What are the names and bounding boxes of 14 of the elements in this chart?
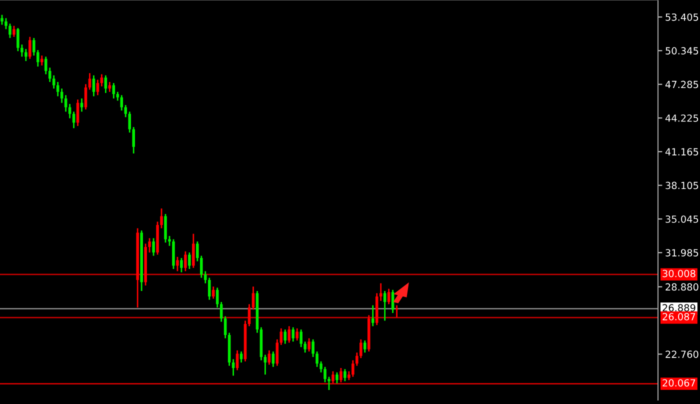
y-tick-label: 53.405 — [666, 13, 698, 21]
ref-line-label: 26.889 — [662, 304, 696, 312]
y-tick-label: 31.985 — [666, 249, 698, 256]
y-tick-label: 35.045 — [666, 215, 698, 223]
ref-line-label: 30.008 — [662, 270, 696, 278]
y-tick-label: 28.880 — [666, 283, 698, 291]
y-tick-label: 41.165 — [665, 148, 698, 156]
y-tick-label: 44.225 — [665, 114, 698, 122]
ref-line-label: 20.067 — [662, 379, 696, 387]
y-tick-label: 38.105 — [666, 182, 698, 190]
ref-line-label: 26.087 — [662, 312, 696, 320]
y-tick-label: 50.345 — [666, 47, 698, 54]
y-tick-label: 47.285 — [665, 80, 698, 88]
y-tick-label: 22.760 — [666, 350, 698, 358]
